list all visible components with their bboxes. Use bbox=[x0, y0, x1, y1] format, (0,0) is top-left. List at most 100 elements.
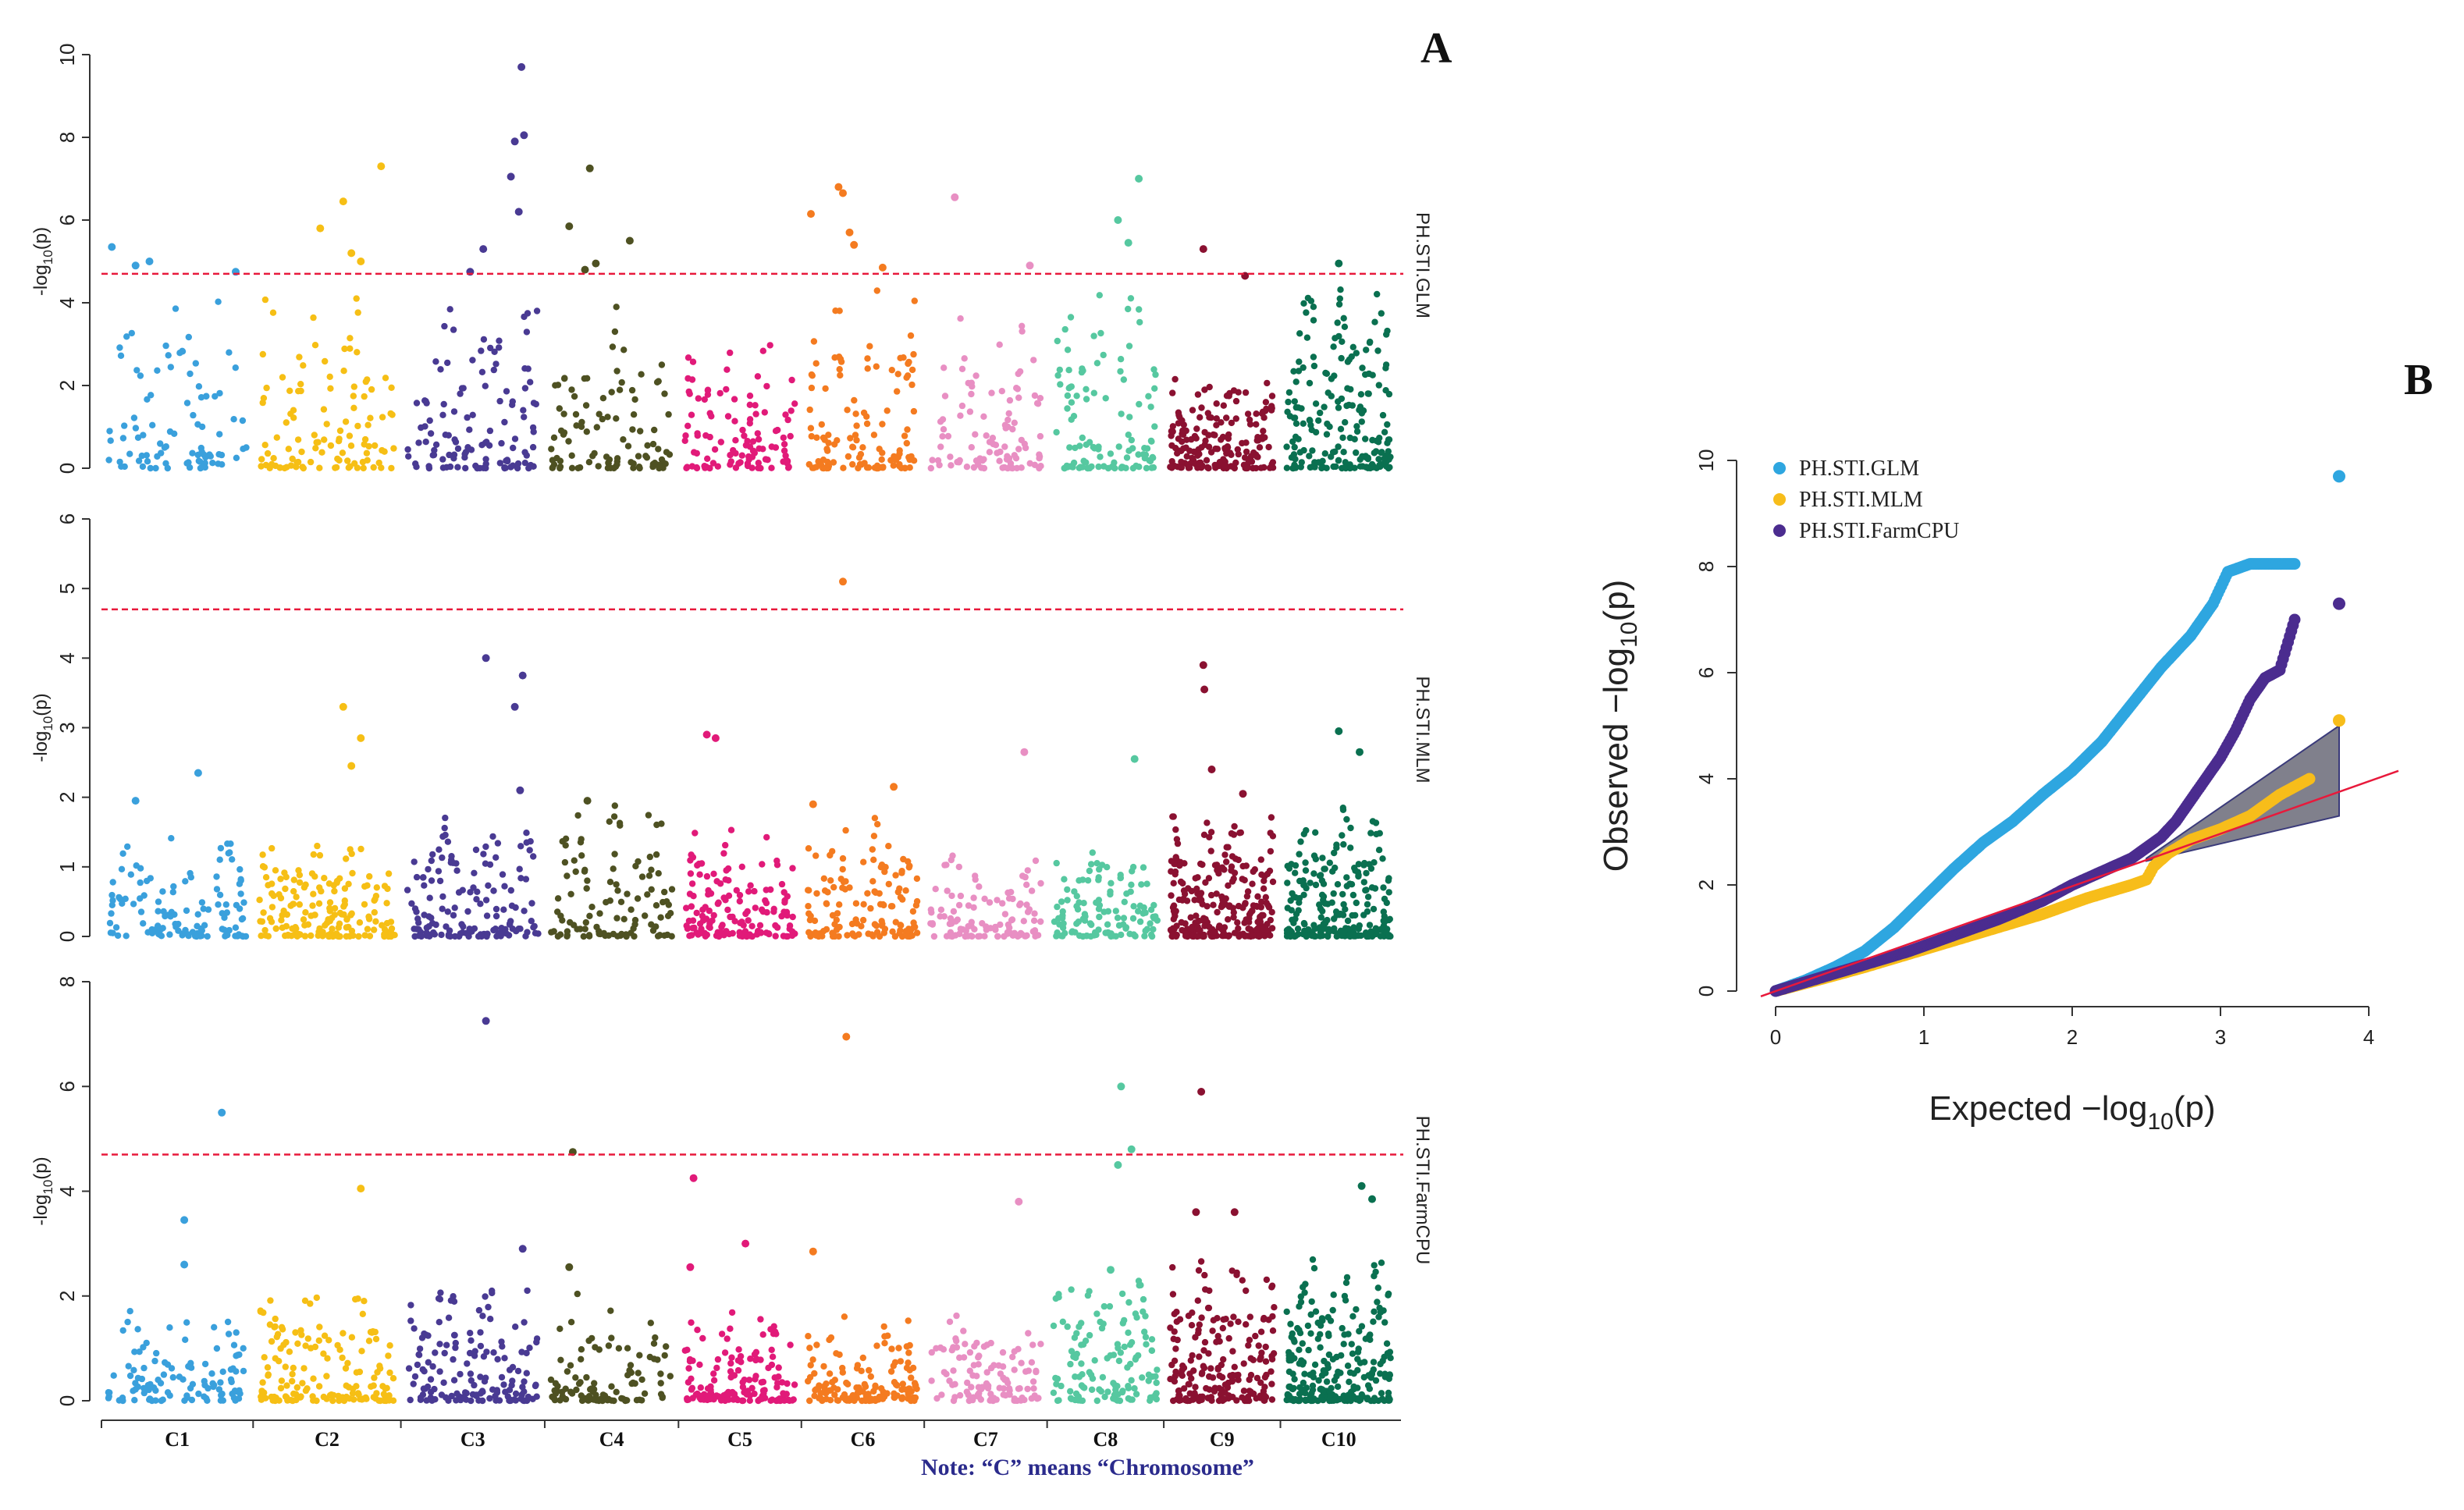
snp-point bbox=[891, 1394, 898, 1401]
snp-point bbox=[951, 1380, 958, 1388]
snp-point bbox=[1180, 1364, 1188, 1372]
snp-point bbox=[300, 916, 308, 923]
snp-point bbox=[1378, 1395, 1386, 1402]
snp-point bbox=[957, 892, 965, 900]
snp-point bbox=[1123, 890, 1130, 897]
snp-point bbox=[773, 862, 781, 869]
snp-point bbox=[1125, 343, 1133, 350]
snp-point bbox=[521, 365, 528, 372]
snp-point bbox=[968, 444, 976, 451]
snp-point bbox=[722, 841, 729, 849]
snp-point bbox=[1128, 881, 1135, 889]
snp-point bbox=[297, 381, 304, 388]
snp-point bbox=[1328, 393, 1335, 400]
snp-point bbox=[1128, 1339, 1136, 1346]
snp-point bbox=[1337, 1370, 1344, 1377]
snp-point bbox=[1023, 932, 1030, 940]
snp-point bbox=[436, 1341, 443, 1348]
snp-point bbox=[562, 835, 570, 843]
snp-point bbox=[1023, 901, 1030, 908]
snp-point bbox=[1118, 410, 1125, 417]
snp-point bbox=[836, 307, 843, 314]
snp-point bbox=[511, 435, 519, 442]
snp-point bbox=[532, 1382, 539, 1390]
snp-point bbox=[739, 1384, 747, 1391]
snp-point bbox=[461, 454, 468, 461]
snp-point bbox=[492, 361, 500, 368]
snp-point bbox=[772, 428, 780, 435]
snp-point bbox=[873, 363, 880, 370]
snp-point bbox=[1271, 1304, 1278, 1311]
snp-point bbox=[1201, 1338, 1209, 1346]
snp-point bbox=[930, 933, 938, 940]
snp-point bbox=[560, 410, 567, 417]
snp-point bbox=[605, 1342, 613, 1349]
snp-point bbox=[1260, 414, 1268, 421]
snp-point bbox=[1169, 423, 1177, 430]
snp-point bbox=[1233, 1397, 1240, 1404]
snp-point bbox=[1096, 901, 1104, 909]
snp-point bbox=[413, 908, 420, 915]
snp-point bbox=[140, 1344, 147, 1351]
snp-point bbox=[240, 899, 247, 906]
snp-point bbox=[781, 899, 788, 906]
snp-point bbox=[653, 378, 661, 385]
snp-point bbox=[1091, 1357, 1098, 1364]
snp-hit-point bbox=[839, 577, 847, 586]
snp-point bbox=[596, 930, 603, 938]
snp-point bbox=[953, 1312, 960, 1320]
snp-point bbox=[1230, 875, 1237, 883]
snp-point bbox=[1240, 1387, 1248, 1395]
snp-point bbox=[1093, 1310, 1100, 1317]
snp-point bbox=[1257, 1379, 1264, 1387]
snp-point bbox=[1136, 318, 1143, 326]
snp-point bbox=[757, 1316, 764, 1323]
snp-point bbox=[1353, 1306, 1360, 1313]
snp-point bbox=[350, 404, 357, 411]
snp-point bbox=[137, 895, 144, 902]
snp-point bbox=[1175, 1387, 1182, 1395]
snp-point bbox=[581, 868, 588, 875]
snp-point bbox=[422, 439, 429, 446]
snp-point bbox=[232, 924, 240, 931]
snp-hit-point bbox=[1107, 1266, 1115, 1274]
snp-point bbox=[472, 462, 479, 470]
snp-point bbox=[290, 888, 297, 895]
snp-point bbox=[1214, 862, 1221, 869]
snp-point bbox=[1308, 1298, 1315, 1306]
snp-point bbox=[1306, 379, 1314, 387]
snp-point bbox=[187, 874, 194, 881]
snp-point bbox=[995, 1362, 1002, 1370]
snp-point bbox=[752, 904, 759, 911]
qq-x-tick-label: 3 bbox=[2215, 1025, 2226, 1049]
snp-point bbox=[638, 1376, 645, 1384]
snp-point bbox=[529, 443, 537, 451]
snp-point bbox=[704, 455, 711, 462]
snp-point bbox=[1259, 433, 1266, 440]
snp-point bbox=[568, 386, 575, 393]
snp-point bbox=[1117, 875, 1124, 882]
snp-point bbox=[140, 920, 147, 927]
snp-point bbox=[1066, 444, 1073, 451]
snp-point bbox=[1261, 1384, 1268, 1391]
snp-point bbox=[1073, 893, 1081, 900]
snp-point bbox=[564, 872, 571, 879]
snp-point bbox=[695, 395, 702, 402]
snp-point bbox=[1143, 926, 1151, 933]
snp-point bbox=[492, 912, 500, 920]
snp-point bbox=[1370, 1318, 1377, 1325]
snp-point bbox=[1227, 1320, 1234, 1327]
snp-point bbox=[155, 898, 162, 905]
snp-point bbox=[1374, 1299, 1381, 1306]
snp-hit-point bbox=[1356, 748, 1364, 756]
snp-point bbox=[1256, 444, 1264, 451]
snp-point bbox=[1117, 356, 1125, 363]
snp-point bbox=[691, 449, 698, 456]
snp-point bbox=[468, 1337, 475, 1345]
snp-point bbox=[506, 1397, 513, 1404]
snp-hit-point bbox=[507, 172, 515, 181]
snp-point bbox=[379, 922, 386, 929]
snp-point bbox=[270, 1396, 277, 1403]
snp-point bbox=[1114, 915, 1122, 922]
snp-point bbox=[684, 354, 692, 361]
